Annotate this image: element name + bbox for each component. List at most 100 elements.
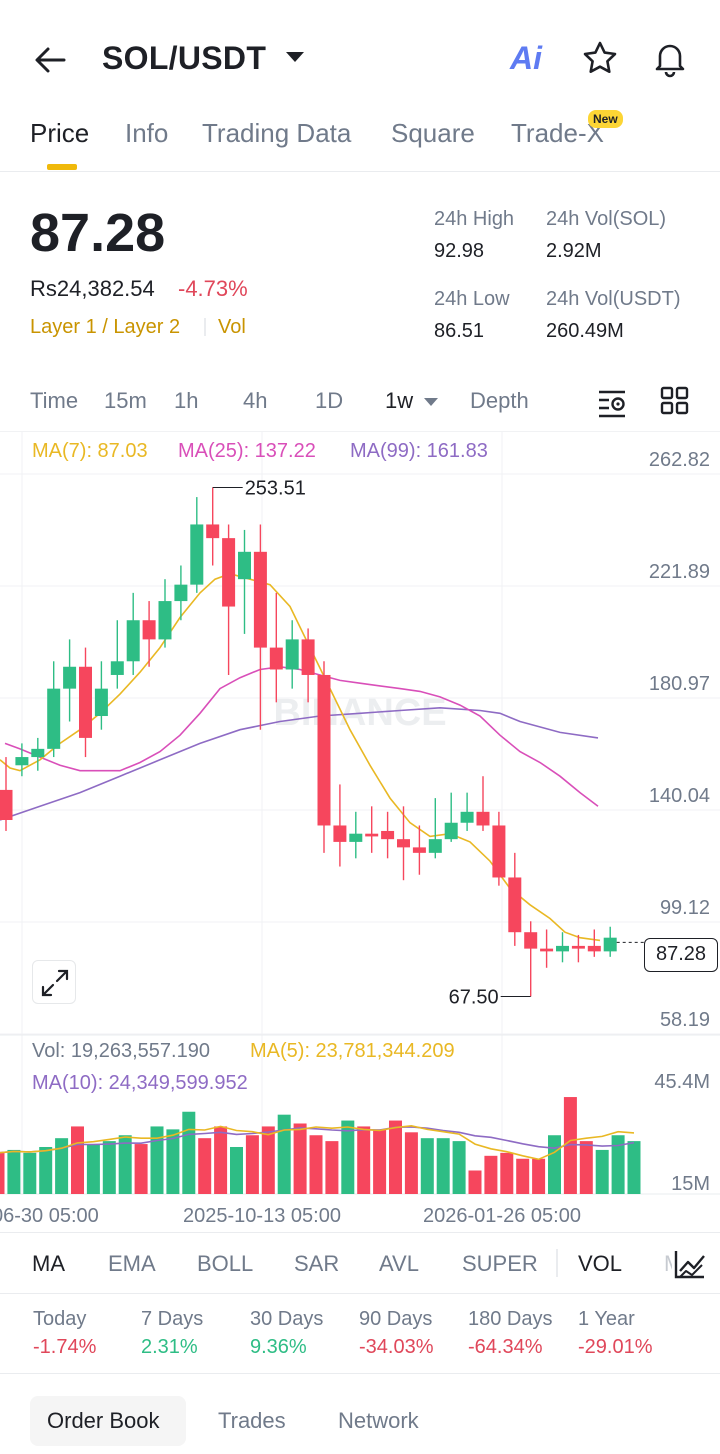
volume-bar (166, 1129, 180, 1194)
star-icon[interactable] (580, 38, 620, 78)
ai-icon[interactable]: Ai (510, 40, 542, 76)
expand-chart-button[interactable] (32, 960, 76, 1004)
volume-bar (245, 1135, 259, 1194)
candle-body (190, 524, 204, 585)
volume-ma10-legend: MA(10): 24,349,599.952 (32, 1072, 248, 1094)
volume-bar (309, 1135, 323, 1194)
stat-24h-high-label: 24h High (434, 208, 515, 230)
perf-label-1y: 1 Year (578, 1308, 635, 1330)
candle-body (365, 833, 379, 837)
volume-bar (404, 1132, 418, 1194)
trading-pair-title[interactable]: SOL/USDT (102, 40, 267, 76)
volume-ma5-line (0, 1124, 635, 1161)
chevron-down-icon[interactable] (424, 398, 438, 406)
indicator-settings-icon[interactable] (672, 1247, 708, 1281)
candle-body (508, 877, 522, 933)
x-axis-label: 06-30 05:00 (0, 1205, 99, 1227)
interval-15m[interactable]: 15m (104, 388, 147, 413)
candle-body (79, 666, 92, 738)
tab-network[interactable]: Network (338, 1408, 419, 1433)
volume-bar (55, 1138, 69, 1194)
category-tag-vol[interactable]: Vol (218, 316, 246, 338)
volume-bar (611, 1135, 625, 1194)
volume-legend: Vol: 19,263,557.190 (32, 1040, 210, 1062)
tab-price[interactable]: Price (30, 118, 90, 148)
perf-value-90d: -34.03% (359, 1336, 434, 1358)
tab-trades[interactable]: Trades (218, 1408, 286, 1433)
stat-24h-low-label: 24h Low (434, 288, 510, 310)
x-axis-label: 2026-01-26 05:00 (423, 1205, 581, 1227)
price-axis-label: 262.82 (649, 449, 710, 471)
indicator-super[interactable]: SUPER (462, 1251, 538, 1276)
tab-order-book[interactable]: Order Book (47, 1408, 160, 1433)
tab-square[interactable]: Square (391, 118, 475, 148)
indicator-ma[interactable]: MA (32, 1251, 65, 1276)
volume-bar (23, 1152, 37, 1194)
indicator-ema[interactable]: EMA (108, 1251, 156, 1276)
perf-label-7d: 7 Days (141, 1308, 204, 1330)
interval-1d[interactable]: 1D (315, 388, 344, 413)
candle-body (540, 948, 554, 952)
new-badge: New (588, 110, 623, 128)
stat-24h-vol-sol-label: 24h Vol(SOL) (546, 208, 667, 230)
candle-body (47, 688, 61, 749)
volume-bar (532, 1158, 546, 1194)
indicator-avl[interactable]: AVL (379, 1251, 419, 1276)
interval-1h[interactable]: 1h (174, 388, 199, 413)
volume-bar (0, 1152, 5, 1194)
candle-body (63, 666, 77, 689)
interval-time[interactable]: Time (30, 388, 79, 413)
back-arrow-icon[interactable] (30, 40, 70, 80)
volume-bar (102, 1141, 116, 1194)
candle-body (269, 647, 283, 670)
chart-canvas[interactable]: BINANCE 262.82221.89180.97140.0499.1258.… (0, 432, 720, 1232)
grid-layout-icon[interactable] (660, 386, 690, 416)
performance-row: Today -1.74% 7 Days 2.31% 30 Days 9.36% … (0, 1294, 720, 1374)
last-price: 87.28 (30, 203, 166, 263)
perf-value-30d: 9.36% (250, 1336, 307, 1358)
active-tab-background (30, 1396, 186, 1446)
volume-ma10-line (0, 1126, 635, 1154)
candle-body (444, 822, 458, 840)
indicator-vol[interactable]: VOL (578, 1251, 623, 1276)
price-axis-label: 99.12 (660, 897, 710, 919)
indicator-divider (556, 1249, 558, 1277)
price-axis-label: 180.97 (649, 673, 710, 695)
perf-label-today: Today (33, 1308, 87, 1330)
tab-info[interactable]: Info (125, 118, 169, 148)
candle-body (15, 757, 29, 766)
price-chart[interactable]: BINANCE 262.82 221.89 180.97 140.04 99.12 58.… (0, 432, 720, 1232)
indicator-boll[interactable]: BOLL (197, 1251, 254, 1276)
category-tag-layer[interactable]: Layer 1 / Layer 2 (30, 316, 181, 338)
candle-body (206, 524, 220, 539)
candle-body (317, 674, 331, 826)
volume-bar (548, 1135, 561, 1194)
candle-body (476, 811, 490, 826)
interval-1w[interactable]: 1w (385, 388, 414, 413)
stat-24h-vol-sol-value: 2.92M (546, 240, 602, 262)
current-price-tag: 87.28 (644, 938, 718, 972)
volume-bar (516, 1158, 530, 1194)
bottom-tabs: Order Book Trades Network (0, 1374, 720, 1454)
candle-body (587, 945, 601, 952)
perf-value-7d: 2.31% (141, 1336, 198, 1358)
expand-icon (41, 969, 69, 997)
volume-axis-label: 45.4M (654, 1071, 710, 1093)
perf-label-30d: 30 Days (250, 1308, 324, 1330)
volume-bar (293, 1123, 307, 1194)
chart-settings-icon[interactable] (596, 386, 628, 418)
volume-bar (182, 1111, 196, 1194)
price-change-percent: -4.73% (178, 276, 248, 301)
candle-body (412, 847, 426, 853)
volume-bar (230, 1146, 243, 1194)
tab-trading-data[interactable]: Trading Data (202, 118, 352, 148)
interval-4h[interactable]: 4h (243, 388, 268, 413)
indicator-sar[interactable]: SAR (294, 1251, 340, 1276)
chevron-down-icon[interactable] (286, 52, 304, 62)
interval-depth[interactable]: Depth (470, 388, 529, 413)
volume-bar (389, 1120, 402, 1194)
volume-bar (357, 1126, 371, 1194)
bell-icon[interactable] (650, 38, 690, 78)
candle-body (238, 551, 251, 580)
volume-bar (39, 1146, 53, 1194)
